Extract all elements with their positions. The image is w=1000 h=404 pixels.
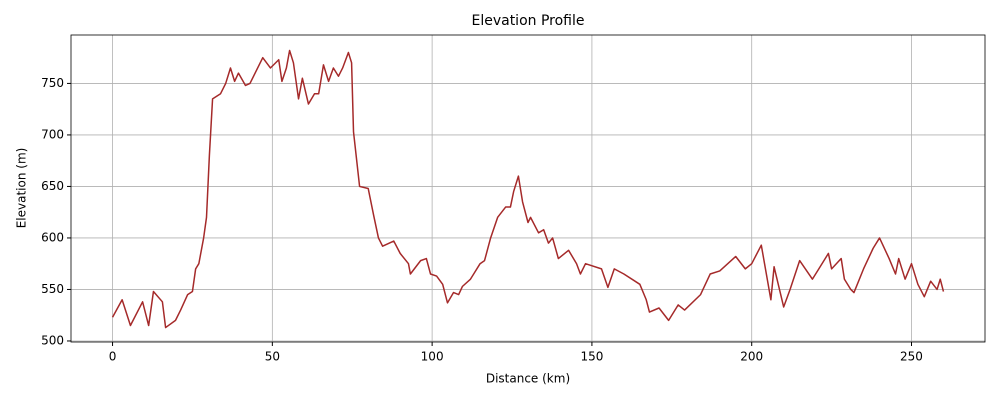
chart-title: Elevation Profile <box>471 13 584 29</box>
y-axis-label: Elevation (m) <box>15 148 29 229</box>
x-tick-label: 0 <box>109 350 117 364</box>
x-tick-label: 100 <box>421 350 444 364</box>
plot-frame <box>70 34 986 343</box>
x-tick-label: 150 <box>580 350 603 364</box>
elevation-line <box>111 49 945 329</box>
y-tick-label: 700 <box>41 127 64 141</box>
x-tick-label: 50 <box>265 350 280 364</box>
y-tick-label: 750 <box>41 76 64 90</box>
y-tick-label: 650 <box>41 179 64 193</box>
x-tick-label: 250 <box>900 350 923 364</box>
y-tick-label: 550 <box>41 282 64 296</box>
y-tick-label: 500 <box>41 333 64 347</box>
x-tick-label: 200 <box>740 350 763 364</box>
y-tick-label: 600 <box>41 230 64 244</box>
x-axis-label: Distance (km) <box>486 372 570 386</box>
